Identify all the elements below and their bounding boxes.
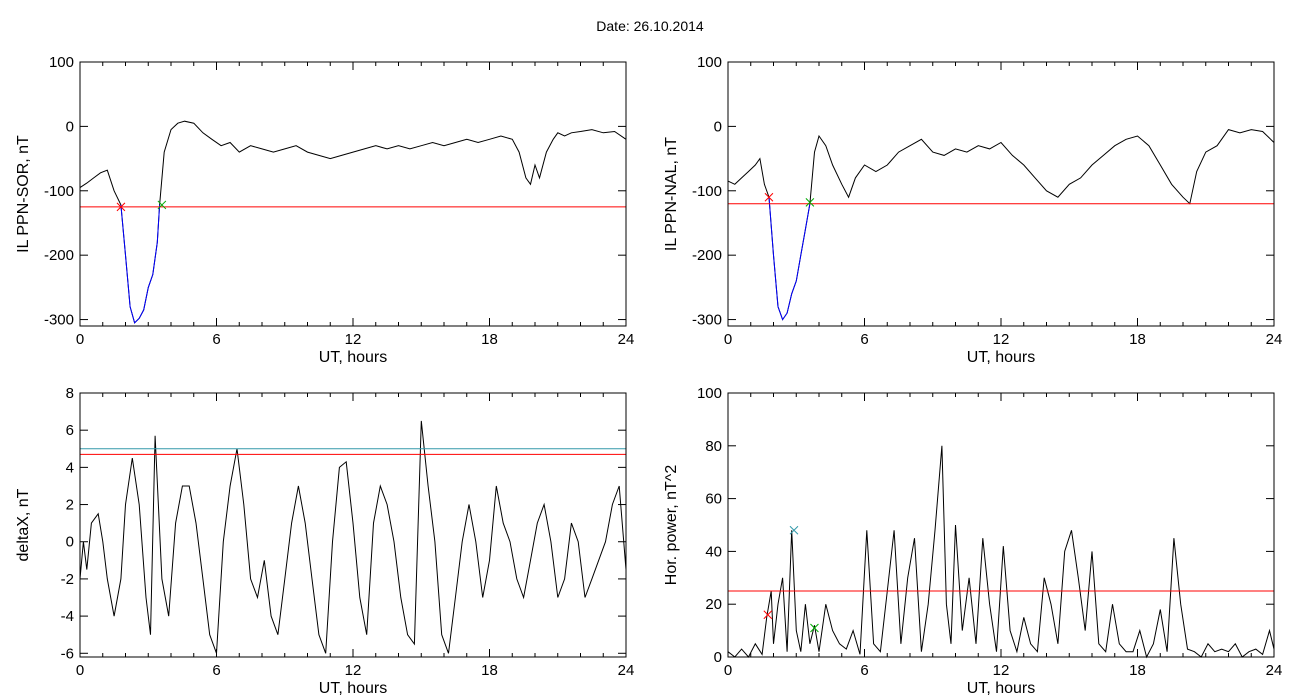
marker-stroke — [789, 525, 799, 535]
marker-1 — [157, 200, 167, 210]
y-tick-label: 4 — [66, 459, 74, 476]
x-tick-label: 18 — [1129, 331, 1146, 348]
marker-0 — [116, 202, 126, 212]
x-axis-title: UT, hours — [319, 680, 387, 697]
x-tick-label: 0 — [724, 662, 732, 679]
x-tick-label: 6 — [212, 662, 220, 679]
series-line-0 — [79, 420, 627, 654]
y-tick-label: -200 — [692, 247, 722, 264]
y-tick-label: -300 — [692, 312, 722, 329]
y-tick-label: 6 — [66, 422, 74, 439]
y-tick-label: 8 — [66, 385, 74, 402]
series-line-1 — [768, 197, 811, 321]
figure-title: Date: 26.10.2014 — [596, 18, 704, 34]
x-tick-label: 24 — [618, 662, 635, 679]
y-tick-label: 100 — [697, 54, 722, 71]
y-tick-label: -6 — [61, 645, 74, 662]
y-tick-label: 100 — [697, 385, 722, 402]
y-tick-label: 0 — [714, 118, 722, 135]
y-tick-label: -2 — [61, 571, 74, 588]
plot-frame — [79, 61, 627, 327]
marker-stroke — [763, 610, 773, 620]
y-tick-label: 80 — [705, 438, 722, 455]
y-axis-title: deltaX, nT — [15, 488, 32, 561]
series-line-0 — [727, 129, 1275, 321]
y-tick-label: 0 — [714, 649, 722, 666]
series-line-0 — [727, 445, 1275, 659]
y-tick-label: -200 — [44, 247, 74, 264]
x-tick-label: 6 — [212, 331, 220, 348]
x-tick-label: 12 — [993, 331, 1010, 348]
marker-0 — [763, 610, 773, 620]
series-line-1 — [120, 204, 161, 324]
marker-1 — [805, 198, 815, 207]
y-tick-label: -4 — [61, 608, 74, 625]
x-tick-label: 0 — [76, 331, 84, 348]
marker-stroke — [157, 200, 167, 210]
x-tick-label: 24 — [1266, 662, 1283, 679]
marker-stroke — [810, 623, 819, 633]
x-tick-label: 18 — [481, 662, 498, 679]
x-tick-label: 6 — [860, 662, 868, 679]
x-axis-title: UT, hours — [967, 349, 1035, 366]
y-axis-title: Hor. power, nT^2 — [663, 465, 680, 586]
x-tick-label: 24 — [1266, 331, 1283, 348]
x-tick-label: 12 — [345, 331, 362, 348]
x-tick-label: 18 — [1129, 662, 1146, 679]
x-axis-title: UT, hours — [967, 680, 1035, 697]
x-tick-label: 18 — [481, 331, 498, 348]
y-axis-title: IL PPN-SOR, nT — [15, 135, 32, 253]
x-tick-label: 0 — [76, 662, 84, 679]
x-axis-title: UT, hours — [319, 349, 387, 366]
y-tick-label: 20 — [705, 596, 722, 613]
x-tick-label: 0 — [724, 331, 732, 348]
panel-ppn-sor: 0 6 12 18 24 100 0 -100 -200 -300 UT, hours IL PPN-… — [15, 54, 634, 366]
x-tick-label: 12 — [345, 662, 362, 679]
y-tick-label: 0 — [66, 118, 74, 135]
y-tick-label: -300 — [44, 312, 74, 329]
y-tick-label: -100 — [692, 183, 722, 200]
y-tick-label: 40 — [705, 543, 722, 560]
panel-deltax: 0 6 12 18 24 8 6 4 2 0 -2 -4 -6 UT, hours deltaX, nT — [15, 385, 634, 697]
marker-2 — [810, 623, 819, 633]
panel-ppn-nal: 0 6 12 18 24 100 0 -100 -200 -300 UT, hours IL PPN-… — [663, 54, 1282, 366]
x-tick-label: 6 — [860, 331, 868, 348]
series-line-0 — [79, 120, 627, 324]
x-tick-label: 12 — [993, 662, 1010, 679]
marker-1 — [789, 525, 799, 535]
y-axis-title: IL PPN-NAL, nT — [663, 137, 680, 251]
marker-stroke — [805, 198, 815, 207]
y-tick-label: 100 — [49, 54, 74, 71]
plot-frame — [727, 392, 1275, 658]
y-tick-label: -100 — [44, 183, 74, 200]
x-tick-label: 24 — [618, 331, 635, 348]
y-tick-label: 2 — [66, 497, 74, 514]
marker-stroke — [764, 192, 774, 202]
y-tick-label: 0 — [66, 534, 74, 551]
marker-0 — [764, 192, 774, 202]
panel-hor-power: 0 6 12 18 24 100 80 60 40 20 0 UT, hours Hor. power,… — [663, 385, 1282, 697]
y-tick-label: 60 — [705, 491, 722, 508]
marker-stroke — [116, 202, 126, 212]
